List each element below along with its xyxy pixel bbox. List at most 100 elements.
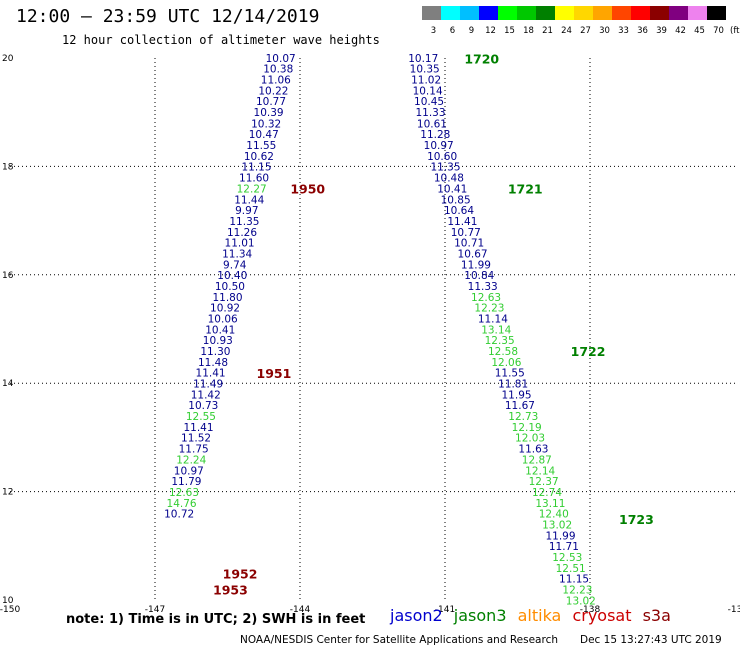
wave-height-value: 11.26 (227, 227, 257, 239)
map-title: 12:00 — 23:59 UTC 12/14/2019 (16, 6, 320, 27)
wave-height-value: 11.55 (495, 368, 525, 380)
wave-height-value: 11.34 (222, 248, 252, 260)
pass-time-label: 1722 (571, 344, 606, 359)
scale-label: 6 (450, 26, 455, 36)
scale-label: 42 (675, 26, 686, 36)
x-tick-label: -150 (0, 605, 20, 615)
wave-height-value: 12.40 (539, 509, 569, 521)
wave-height-value: 11.67 (505, 400, 535, 412)
wave-height-value: 10.71 (454, 238, 484, 250)
wave-height-value: 10.39 (254, 107, 284, 119)
wave-height-value: 10.17 (408, 53, 438, 65)
wave-height-value: 12.06 (491, 357, 521, 369)
scale-swatch (669, 6, 688, 20)
wave-height-value: 10.77 (256, 96, 286, 108)
scale-swatch (536, 6, 555, 20)
wave-height-value: 10.41 (205, 324, 235, 336)
wave-height-value: 10.64 (444, 205, 474, 217)
scale-swatch (574, 6, 593, 20)
scale-swatch (460, 6, 479, 20)
footnote: note: 1) Time is in UTC; 2) SWH is in fe… (66, 612, 366, 627)
scale-swatch (688, 6, 707, 20)
wave-height-value: 11.81 (498, 379, 528, 391)
x-tick-label: -141 (435, 605, 455, 615)
wave-height-value: 13.02 (542, 519, 572, 531)
pass-time-label: 1952 (223, 566, 258, 581)
wave-height-value: 11.33 (415, 107, 445, 119)
wave-height-value: 11.06 (261, 74, 291, 86)
scale-label: 18 (523, 26, 534, 36)
wave-height-value: 11.42 (191, 389, 221, 401)
wave-height-value: 12.35 (485, 335, 515, 347)
legend-jason3: jason3 (453, 606, 507, 625)
wave-height-value: 11.35 (229, 216, 259, 228)
wave-height-value: 10.97 (424, 140, 454, 152)
wave-height-value: 10.14 (413, 85, 443, 97)
wave-height-value: 10.40 (217, 270, 247, 282)
wave-height-value: 12.14 (525, 465, 555, 477)
x-tick-label: -13 (728, 605, 740, 615)
pass-time-label: 1721 (508, 182, 543, 197)
wave-height-value: 10.97 (174, 465, 204, 477)
wave-height-value: 9.97 (235, 205, 258, 217)
scale-swatch (650, 6, 669, 20)
wave-height-value: 11.15 (559, 574, 589, 586)
timestamp: Dec 15 13:27:43 UTC 2019 (580, 634, 722, 646)
wave-height-value: 10.32 (251, 118, 281, 130)
wave-height-value: 12.87 (522, 454, 552, 466)
wave-height-value: 11.49 (193, 379, 223, 391)
wave-height-value: 10.93 (203, 335, 233, 347)
wave-height-value: 12.27 (237, 183, 267, 195)
wave-height-value: 10.38 (263, 64, 293, 76)
wave-height-value: 10.35 (410, 64, 440, 76)
legend-s3a: s3a (642, 606, 671, 625)
wave-height-value: 11.60 (239, 173, 269, 185)
wave-height-value: 11.02 (411, 74, 441, 86)
scale-label: 70 (713, 26, 724, 36)
wave-height-value: 10.73 (188, 400, 218, 412)
scale-swatch (517, 6, 536, 20)
scale-label: 21 (542, 26, 553, 36)
wave-height-value: 11.71 (549, 541, 579, 553)
wave-height-value: 11.79 (171, 476, 201, 488)
wave-height-value: 11.41 (183, 422, 213, 434)
wave-height-value: 10.48 (434, 173, 464, 185)
wave-height-value: 10.50 (215, 281, 245, 293)
wave-height-value: 14.76 (167, 498, 197, 510)
scale-label: 30 (599, 26, 610, 36)
wave-height-value: 12.74 (532, 487, 562, 499)
wave-height-value: 11.55 (246, 140, 276, 152)
wave-height-value: 12.24 (176, 454, 206, 466)
pass-time-label: 1950 (290, 182, 325, 197)
scale-swatch (441, 6, 460, 20)
legend-jason2: jason2 (390, 606, 443, 625)
scale-label: 45 (694, 26, 705, 36)
legend-cryosat: cryosat (572, 606, 632, 625)
wave-height-value: 10.47 (249, 129, 279, 141)
wave-height-value: 12.63 (169, 487, 199, 499)
scale-swatch (593, 6, 612, 20)
wave-height-value: 12.58 (488, 346, 518, 358)
wave-height-value: 10.85 (441, 194, 471, 206)
wave-height-value: 10.62 (244, 151, 274, 163)
credit-text: NOAA/NESDIS Center for Satellite Applica… (240, 634, 558, 646)
wave-height-value: 11.48 (198, 357, 228, 369)
x-tick-label: -144 (290, 605, 311, 615)
x-tick-label: -147 (145, 605, 165, 615)
wave-height-value: 11.52 (181, 433, 211, 445)
wave-height-value: 11.41 (447, 216, 477, 228)
wave-height-value: 10.61 (417, 118, 447, 130)
wave-height-value: 12.37 (529, 476, 559, 488)
x-tick-label: -138 (580, 605, 601, 615)
scale-swatch (422, 6, 441, 20)
scale-label: 12 (485, 26, 496, 36)
scale-swatch (479, 6, 498, 20)
scale-label: 39 (656, 26, 667, 36)
y-tick-label: 14 (2, 379, 14, 389)
wave-height-value: 12.73 (508, 411, 538, 423)
scale-label: 15 (504, 26, 515, 36)
scale-label: 33 (618, 26, 629, 36)
wave-height-value: 9.74 (223, 259, 247, 271)
